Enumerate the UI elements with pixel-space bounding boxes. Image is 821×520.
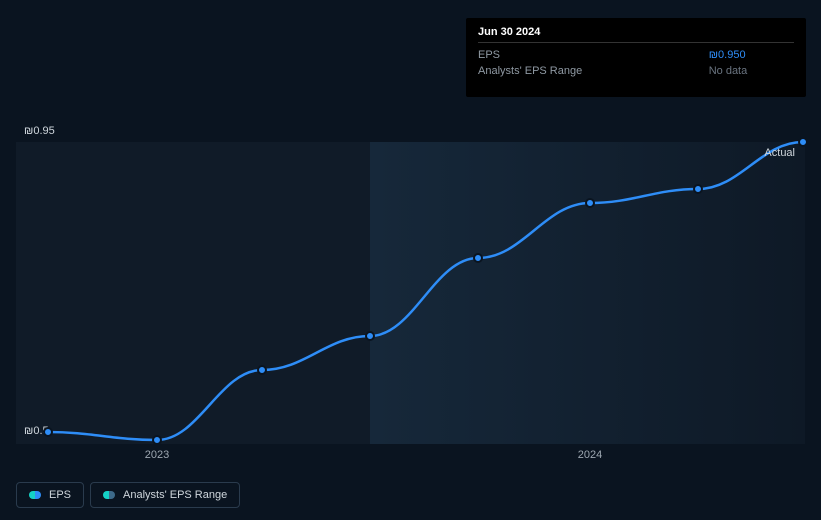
eps-point[interactable] — [258, 366, 266, 374]
eps-point[interactable] — [153, 436, 161, 444]
actual-label: Actual — [764, 147, 795, 159]
tooltip-row: Analysts' EPS RangeNo data — [478, 63, 794, 79]
legend-item[interactable]: EPS — [16, 482, 84, 508]
eps-point[interactable] — [474, 254, 482, 262]
eps-point[interactable] — [799, 138, 807, 146]
legend-label: Analysts' EPS Range — [123, 489, 227, 501]
tooltip-table: EPS₪0.950Analysts' EPS RangeNo data — [478, 47, 794, 79]
legend: EPS Analysts' EPS Range — [16, 482, 240, 508]
tooltip-row-value: ₪0.950 — [709, 47, 794, 63]
legend-label: EPS — [49, 489, 71, 501]
legend-item[interactable]: Analysts' EPS Range — [90, 482, 240, 508]
eps-chart: ₪0.95₪0.520232024Actual Jun 30 2024 EPS₪… — [0, 0, 821, 520]
tooltip-row-label: EPS — [478, 47, 709, 63]
tooltip-row: EPS₪0.950 — [478, 47, 794, 63]
eps-point[interactable] — [694, 185, 702, 193]
eps-point[interactable] — [44, 428, 52, 436]
legend-swatch — [29, 491, 41, 499]
tooltip-date: Jun 30 2024 — [478, 26, 794, 43]
legend-swatch — [103, 491, 115, 499]
x-tick-label: 2023 — [145, 449, 169, 461]
eps-point[interactable] — [366, 332, 374, 340]
plot-bg-left — [16, 142, 370, 444]
eps-point[interactable] — [586, 199, 594, 207]
x-tick-label: 2024 — [578, 449, 602, 461]
chart-tooltip: Jun 30 2024 EPS₪0.950Analysts' EPS Range… — [466, 18, 806, 97]
y-tick-label: ₪0.95 — [24, 125, 55, 137]
plot-bg-right — [370, 142, 805, 444]
tooltip-row-label: Analysts' EPS Range — [478, 63, 709, 79]
tooltip-row-value: No data — [709, 63, 794, 79]
